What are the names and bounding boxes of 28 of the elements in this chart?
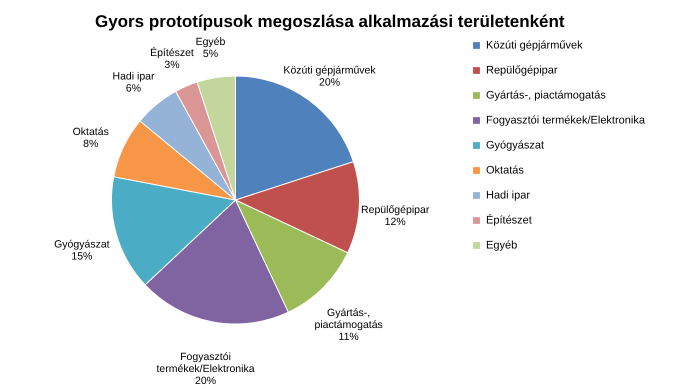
data-label: 20% [195,375,216,388]
data-label: 3% [164,59,180,72]
data-label: 11% [338,331,359,344]
slice-label: Fogyasztói termékek/Elektronika [156,351,255,376]
legend-label: Egyéb [486,240,518,252]
data-label: 20% [319,76,340,89]
legend-label: Közúti gépjárművek [486,40,584,52]
data-label: 6% [126,82,142,95]
slice-label: Hadi ipar [112,70,156,83]
legend-label: Gyártás-, piactámogatás [486,90,606,102]
slice-label: Gyártás-, piactámogatás [314,307,383,332]
data-label: 8% [83,138,98,150]
slice-label: Gyógyászat [54,238,110,251]
slice-label: Repülőgépipar [361,204,430,216]
legend-label: Gyógyászat [486,140,544,152]
chart-title: Gyors prototípusok megoszlása alkalmazási területenként [95,12,565,31]
data-label: 5% [202,48,218,60]
legend-label: Építészet [486,214,532,226]
slice-label: Közúti gépjárművek [283,64,376,77]
data-label: 15% [71,250,92,263]
legend-label: Fogyasztói termékek/Elektronika [486,114,646,126]
slice-label: Építészet [150,46,194,60]
legend-label: Oktatás [486,164,524,176]
legend-label: Hadi ipar [486,190,530,202]
data-label: 12% [384,216,406,228]
legend-label: Repülőgépipar [486,64,558,76]
slice-label: Oktatás [72,126,109,138]
slice-label: Egyéb [196,36,226,48]
